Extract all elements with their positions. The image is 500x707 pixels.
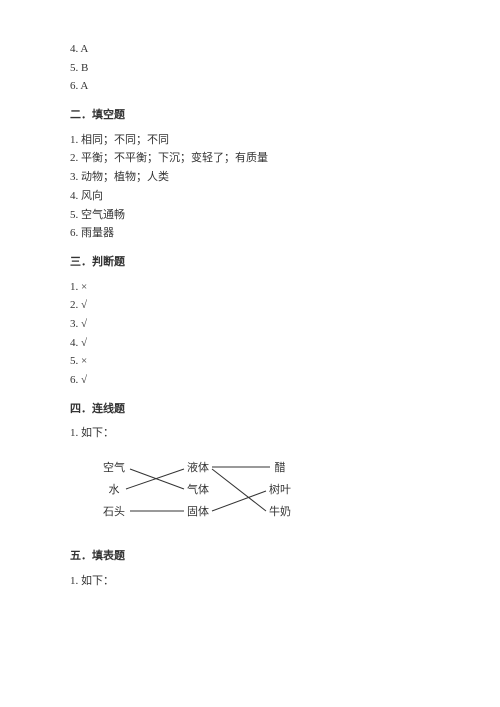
top-answers: 4. A 5. B 6. A xyxy=(70,40,430,96)
answer-num: 5. xyxy=(70,62,81,74)
fill-item: 2. 平衡；不平衡；下沉；变轻了；有质量 xyxy=(70,149,430,168)
answer-line: 5. B xyxy=(70,59,430,78)
judge-item: 6. √ xyxy=(70,371,430,390)
section-title-table: 五．填表题 xyxy=(70,547,430,566)
judge-item: 3. √ xyxy=(70,315,430,334)
match-node-leaf: 树叶 xyxy=(269,482,291,496)
answer-num: 6. xyxy=(70,80,80,92)
section-title-match: 四．连线题 xyxy=(70,400,430,419)
section-title-fill: 二．填空题 xyxy=(70,106,430,125)
section-title-judge: 三．判断题 xyxy=(70,253,430,272)
fill-item: 6. 雨量器 xyxy=(70,224,430,243)
judge-item: 5. × xyxy=(70,352,430,371)
answer-val: A xyxy=(80,80,88,92)
judge-answers: 1. × 2. √ 3. √ 4. √ 5. × 6. √ xyxy=(70,278,430,390)
fill-answers: 1. 相同；不同；不同 2. 平衡；不平衡；下沉；变轻了；有质量 3. 动物；植… xyxy=(70,131,430,243)
fill-item: 5. 空气通畅 xyxy=(70,206,430,225)
match-node-water: 水 xyxy=(109,483,120,496)
match-node-stone: 石头 xyxy=(103,505,125,518)
fill-item: 3. 动物；植物；人类 xyxy=(70,168,430,187)
match-node-gas: 气体 xyxy=(187,482,209,496)
match-edge xyxy=(212,469,266,511)
answer-num: 4. xyxy=(70,43,80,55)
judge-item: 4. √ xyxy=(70,334,430,353)
answer-line: 6. A xyxy=(70,77,430,96)
match-node-solid: 固体 xyxy=(187,504,209,518)
table-intro: 1. 如下： xyxy=(70,572,430,591)
match-intro: 1. 如下： xyxy=(70,424,430,443)
match-edge xyxy=(212,491,266,511)
page-root: 4. A 5. B 6. A 二．填空题 1. 相同；不同；不同 2. 平衡；不… xyxy=(0,0,500,630)
answer-line: 4. A xyxy=(70,40,430,59)
answer-val: A xyxy=(80,43,88,55)
judge-item: 1. × xyxy=(70,278,430,297)
match-node-air: 空气 xyxy=(103,460,125,474)
fill-item: 1. 相同；不同；不同 xyxy=(70,131,430,150)
match-diagram: 空气水石头 液体气体固体 醋树叶牛奶 xyxy=(70,447,330,537)
match-node-liquid: 液体 xyxy=(187,460,209,474)
match-node-milk: 牛奶 xyxy=(269,504,291,518)
answer-val: B xyxy=(81,62,88,74)
fill-item: 4. 风向 xyxy=(70,187,430,206)
judge-item: 2. √ xyxy=(70,296,430,315)
match-node-vinegar: 醋 xyxy=(275,460,286,474)
